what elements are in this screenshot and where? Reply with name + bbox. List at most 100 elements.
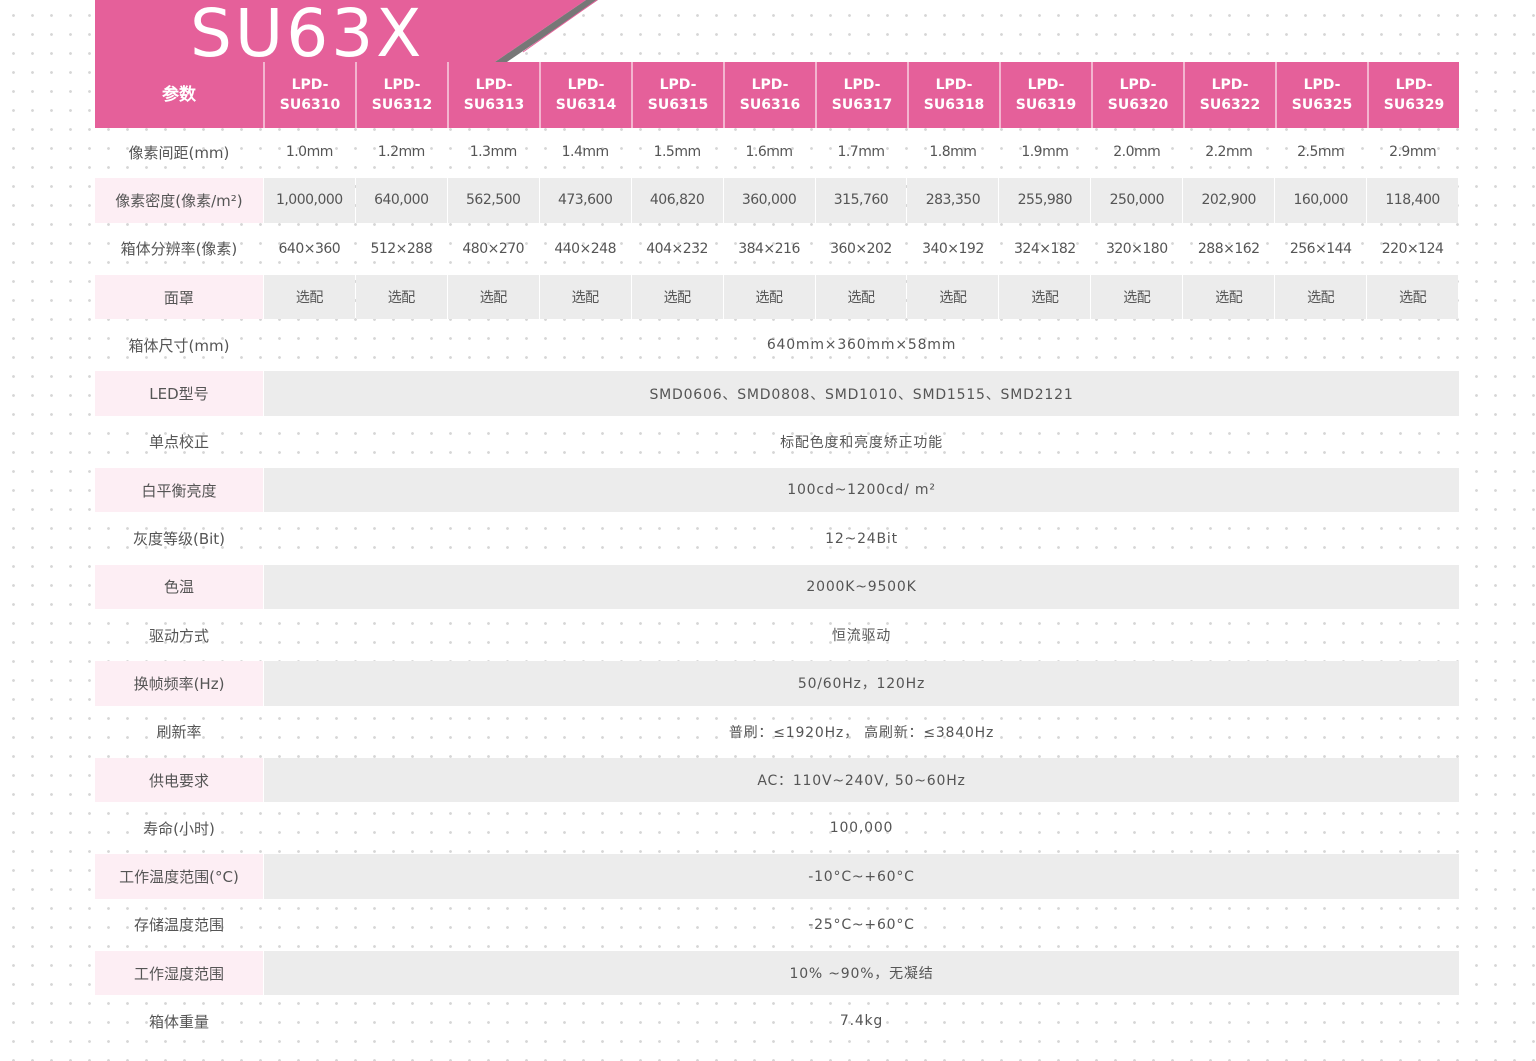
table-row: 白平衡亮度 100cd~1200cd/ m² — [95, 466, 1459, 514]
spec-table: 参数 LPD- SU6310 LPD- SU6312 LPD- SU6313 LPD- SU6… — [95, 62, 1459, 1046]
row-label: 面罩 — [95, 274, 263, 320]
table-row: 寿命(小时) 100,000 — [95, 804, 1459, 852]
table-cell: 360,000 — [723, 178, 815, 223]
table-row: 箱体尺寸(mm) 640mm×360mm×58mm — [95, 321, 1459, 369]
shared-value-cell: 50/60Hz，120Hz — [264, 661, 1459, 706]
title-banner — [95, 0, 598, 64]
model-header-line: SU6310 — [279, 97, 341, 113]
row-label: 工作温度范围(°C) — [95, 854, 263, 899]
table-cell: 1.6mm — [745, 144, 794, 161]
table-cell: 1,000,000 — [263, 178, 355, 223]
table-cell: 202,900 — [1183, 178, 1275, 223]
model-header-line: LPD- — [1395, 77, 1433, 93]
table-cell: 1.9mm — [1021, 144, 1069, 161]
table-cell: 250,000 — [1091, 178, 1183, 223]
model-header: LPD- SU6316 — [723, 62, 815, 128]
row-label: 箱体尺寸(mm) — [128, 336, 230, 355]
model-header-line: SU6320 — [1107, 97, 1169, 113]
table-row: 箱体重量 7.4kg — [95, 997, 1459, 1045]
row-label: 箱体分辨率(像素) — [120, 240, 238, 259]
table-cell: 480×270 — [462, 240, 525, 257]
table-cell: 255,980 — [999, 178, 1091, 223]
table-cell: 选配 — [999, 274, 1091, 320]
table-cell: 2.5mm — [1297, 144, 1345, 161]
row-label: 像素间距(mm) — [128, 143, 230, 162]
model-header: LPD- SU6318 — [907, 62, 999, 128]
model-header: LPD- SU6317 — [815, 62, 907, 128]
model-header-line: LPD- — [567, 77, 605, 93]
table-row: 供电要求 AC：110V~240V, 50~60Hz — [95, 756, 1459, 804]
table-cell: 选配 — [1275, 274, 1367, 320]
row-label: 灰度等级(Bit) — [132, 530, 226, 549]
table-cell: 512×288 — [370, 240, 433, 257]
table-cell: 118,400 — [1367, 178, 1459, 223]
table-cell: 406,820 — [631, 178, 723, 223]
row-label: 存储温度范围 — [133, 916, 224, 935]
table-cell: 288×162 — [1197, 240, 1260, 257]
model-header-line: LPD- — [659, 77, 697, 93]
shared-value-cell: AC：110V~240V, 50~60Hz — [264, 757, 1459, 803]
table-cell: 320×180 — [1105, 240, 1168, 257]
shared-value-cell: 10% ~90%，无凝结 — [264, 951, 1459, 996]
table-cell: 220×124 — [1381, 240, 1444, 257]
model-header-line: SU6317 — [831, 97, 893, 113]
table-cell: 473,600 — [539, 178, 631, 223]
table-cell: 选配 — [355, 274, 447, 320]
model-header: LPD- SU6312 — [355, 62, 447, 128]
model-header: LPD- SU6320 — [1091, 62, 1183, 128]
model-header: LPD- SU6322 — [1183, 62, 1275, 128]
shared-value-cell: 7.4kg — [839, 1013, 884, 1030]
row-label: 色温 — [95, 564, 263, 609]
table-cell: 选配 — [539, 274, 631, 320]
shared-value-cell: 标配色度和亮度矫正功能 — [780, 434, 943, 451]
model-header-line: LPD- — [1211, 77, 1249, 93]
row-label: 换帧频率(Hz) — [95, 661, 263, 706]
model-header: LPD- SU6315 — [631, 62, 723, 128]
model-header-line: SU6316 — [739, 97, 801, 113]
banner-accent-line — [522, 0, 598, 53]
model-header-line: SU6325 — [1291, 97, 1353, 113]
model-header: LPD- SU6310 — [263, 62, 355, 128]
table-cell: 选配 — [1091, 274, 1183, 320]
table-cell: 640,000 — [355, 178, 447, 223]
model-header-line: SU6329 — [1383, 97, 1445, 113]
table-cell: 2.2mm — [1205, 144, 1253, 161]
model-header-line: LPD- — [1119, 77, 1157, 93]
table-cell: 340×192 — [922, 240, 984, 257]
model-header: LPD- SU6325 — [1275, 62, 1367, 128]
row-label: 单点校正 — [148, 433, 209, 452]
table-row: 驱动方式 恒流驱动 — [95, 611, 1459, 659]
table-cell: 640×360 — [278, 240, 341, 257]
table-cell: 选配 — [263, 274, 355, 320]
shared-value-cell: 普刷：≤1920Hz， 高刷新：≤3840Hz — [728, 724, 995, 741]
table-row: 面罩 选配 选配 选配 选配 选配 选配 选配 选配 选配 选配 选配 选配 选配 — [95, 273, 1459, 321]
table-cell: 256×144 — [1289, 240, 1352, 257]
row-label: 工作湿度范围 — [95, 951, 263, 996]
model-header-line: SU6313 — [463, 97, 525, 113]
model-header-line: SU6312 — [371, 97, 433, 113]
model-header-line: SU6318 — [923, 97, 985, 113]
shared-value-cell: 2000K~9500K — [264, 564, 1459, 609]
model-header-line: SU6322 — [1199, 97, 1261, 113]
table-cell: 1.7mm — [837, 144, 885, 161]
table-cell: 选配 — [907, 274, 999, 320]
shared-value-cell: -10°C~+60°C — [264, 854, 1459, 899]
table-cell: 2.9mm — [1389, 144, 1437, 161]
row-label: 驱动方式 — [148, 626, 209, 645]
table-cell: 1.4mm — [561, 144, 610, 161]
row-label: 供电要求 — [95, 757, 263, 803]
table-row: 刷新率 普刷：≤1920Hz， 高刷新：≤3840Hz — [95, 708, 1459, 756]
row-label: 寿命(小时) — [143, 819, 215, 838]
row-label: 白平衡亮度 — [95, 468, 263, 513]
table-cell: 1.5mm — [653, 144, 702, 161]
table-row: 箱体分辨率(像素) 640×360 512×288 480×270 440×248 404… — [95, 225, 1459, 273]
table-body: 像素间距(mm) 1.0mm 1.2mm 1.3mm 1.4mm 1.5mm 1.6mm 1.… — [95, 128, 1459, 1046]
shared-value-cell: 100,000 — [829, 820, 894, 837]
table-cell: 1.3mm — [469, 144, 518, 161]
model-header-line: LPD- — [843, 77, 881, 93]
shared-value-cell: -25°C~+60°C — [808, 916, 915, 933]
shared-value-cell: SMD0606、SMD0808、SMD1010、SMD1515、SMD2121 — [264, 371, 1459, 416]
table-cell: 283,350 — [907, 178, 999, 223]
model-header-line: LPD- — [751, 77, 789, 93]
table-cell: 选配 — [723, 274, 815, 320]
